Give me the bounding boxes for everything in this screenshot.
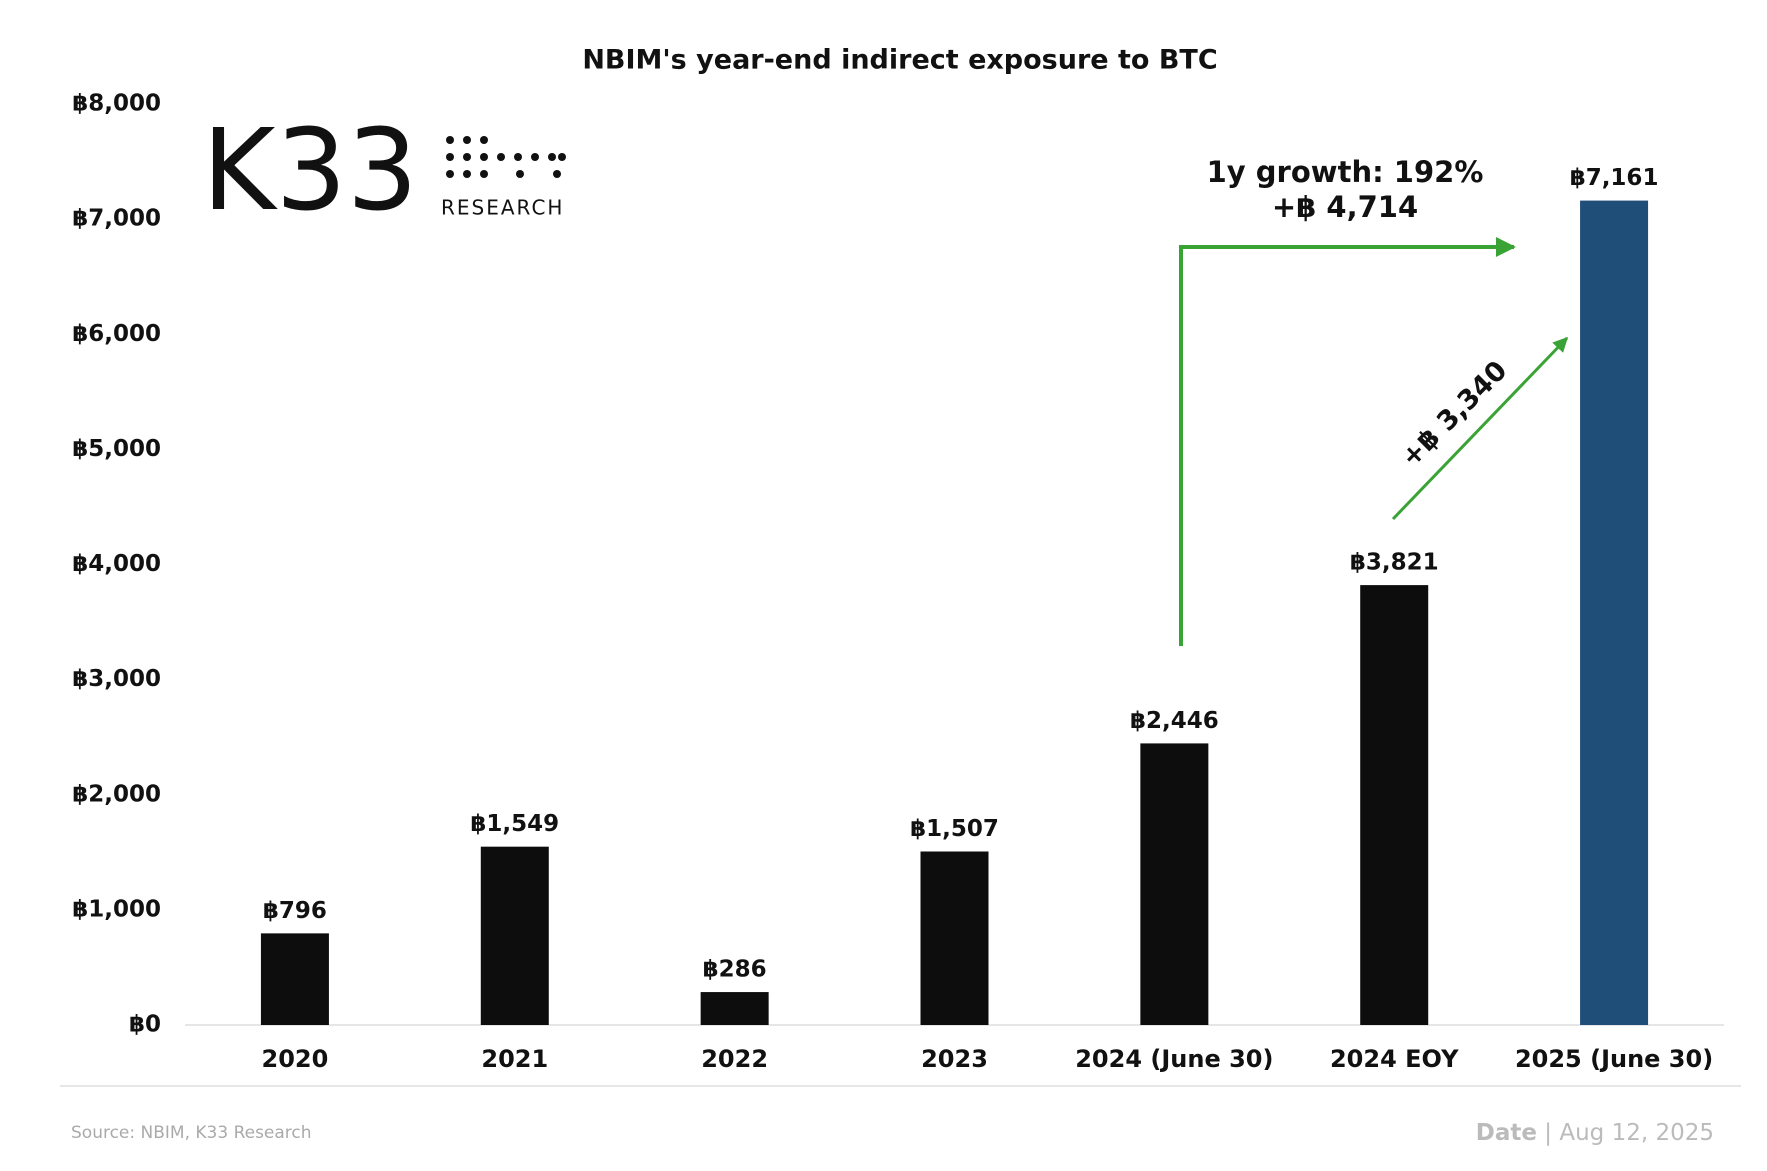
footer-date: Date | Aug 12, 2025 [1476, 1120, 1714, 1146]
value-label: ฿7,161 [1570, 165, 1659, 191]
y-tick-label: ฿4,000 [72, 551, 161, 577]
bar [480, 846, 549, 1025]
y-tick-label: ฿0 [129, 1012, 161, 1038]
chart-title: NBIM's year-end indirect exposure to BTC [582, 45, 1217, 76]
bar [260, 933, 329, 1025]
y-tick-label: ฿5,000 [72, 436, 161, 462]
bar [920, 851, 989, 1025]
value-label: ฿3,821 [1350, 550, 1439, 576]
value-label: ฿1,549 [470, 811, 559, 837]
x-tick-label: 2025 (June 30) [1515, 1045, 1713, 1073]
bar [1140, 743, 1209, 1025]
increase-arrow [1391, 336, 1569, 521]
y-tick-label: ฿2,000 [72, 781, 161, 807]
bar [1580, 200, 1649, 1026]
x-tick-label: 2023 [921, 1045, 988, 1073]
y-tick-label: ฿8,000 [72, 91, 161, 117]
y-tick-label: ฿1,000 [72, 896, 161, 922]
date-label: Date [1476, 1120, 1537, 1146]
bar [1360, 585, 1429, 1025]
x-tick-label: 2021 [481, 1045, 548, 1073]
bar [700, 992, 769, 1025]
x-tick-label: 2020 [262, 1045, 329, 1073]
annotation: 1y growth: 192% [1207, 155, 1484, 189]
growth-arrow [1179, 237, 1516, 646]
logo-subtitle: RESEARCH [441, 196, 564, 220]
x-tick-label: 2024 (June 30) [1075, 1045, 1273, 1073]
y-tick-label: ฿7,000 [72, 206, 161, 232]
logo-mark: K33 [202, 106, 418, 236]
x-tick-label: 2022 [701, 1045, 768, 1073]
value-label: ฿796 [263, 898, 327, 924]
footer-source: Source: NBIM, K33 Research [71, 1123, 312, 1143]
date-value: Aug 12, 2025 [1559, 1120, 1714, 1146]
y-tick-label: ฿6,000 [72, 321, 161, 347]
logo-dots [446, 136, 566, 178]
value-label: ฿2,446 [1130, 708, 1219, 734]
y-tick-label: ฿3,000 [72, 666, 161, 692]
x-tick-label: 2024 EOY [1330, 1045, 1459, 1073]
value-label: ฿286 [703, 957, 767, 983]
date-separator: | [1544, 1120, 1552, 1146]
value-label: ฿1,507 [910, 816, 999, 842]
annotation: +฿ 4,714 [1272, 190, 1418, 224]
